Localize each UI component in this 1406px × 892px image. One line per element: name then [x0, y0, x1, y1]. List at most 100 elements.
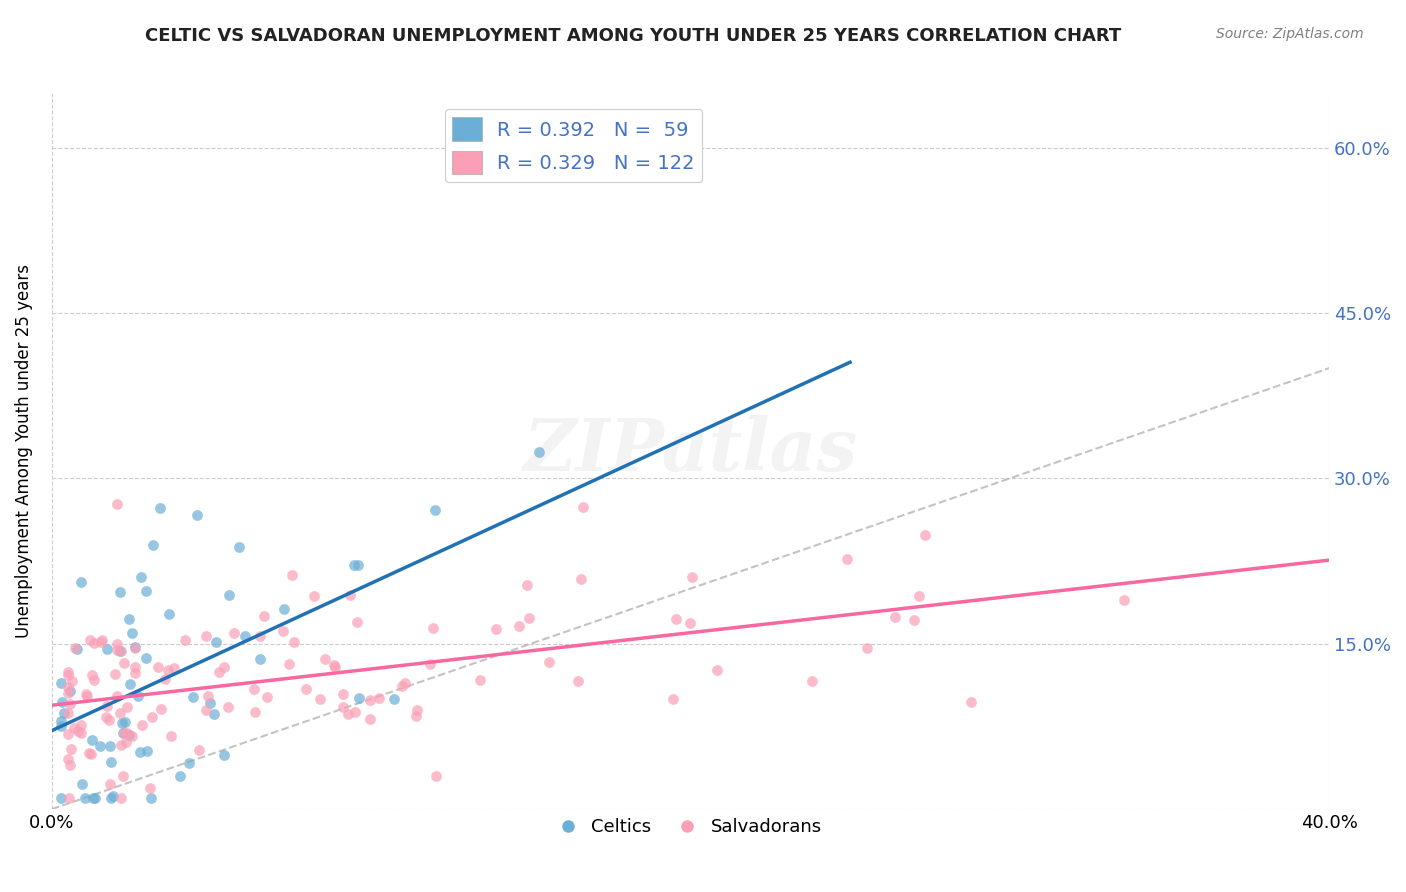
Point — [56, 685, 79, 699]
Point — [56, 665, 79, 680]
Point — [173, 633, 195, 648]
Point — [662, 691, 685, 706]
Point — [120, 676, 142, 690]
Point — [98, 777, 121, 791]
Point — [359, 693, 381, 707]
Point — [516, 577, 538, 591]
Point — [131, 717, 153, 731]
Point — [59, 684, 82, 698]
Point — [156, 664, 179, 678]
Point — [149, 500, 172, 515]
Point — [51, 695, 73, 709]
Text: CELTIC VS SALVADORAN UNEMPLOYMENT AMONG YOUTH UNDER 25 YEARS CORRELATION CHART: CELTIC VS SALVADORAN UNEMPLOYMENT AMONG … — [145, 27, 1121, 45]
Point — [103, 667, 125, 681]
Point — [309, 692, 332, 706]
Point — [66, 642, 89, 657]
Point — [706, 663, 728, 677]
Point — [422, 621, 444, 635]
Point — [139, 791, 162, 805]
Point — [425, 769, 447, 783]
Point — [214, 747, 236, 762]
Point — [162, 661, 184, 675]
Point — [294, 681, 316, 696]
Point — [110, 791, 132, 805]
Point — [367, 691, 389, 706]
Point — [277, 657, 299, 672]
Point — [323, 659, 346, 673]
Point — [233, 629, 256, 643]
Point — [124, 660, 146, 674]
Point — [105, 643, 128, 657]
Point — [187, 742, 209, 756]
Point — [117, 728, 139, 742]
Point — [222, 626, 245, 640]
Point — [135, 744, 157, 758]
Point — [567, 673, 589, 688]
Point — [914, 527, 936, 541]
Point — [283, 635, 305, 649]
Point — [336, 706, 359, 721]
Point — [53, 706, 76, 720]
Point — [112, 656, 135, 670]
Point — [98, 713, 121, 727]
Point — [118, 612, 141, 626]
Point — [84, 791, 107, 805]
Point — [343, 558, 366, 572]
Point — [198, 696, 221, 710]
Point — [115, 735, 138, 749]
Point — [135, 651, 157, 665]
Point — [217, 699, 239, 714]
Point — [249, 629, 271, 643]
Point — [105, 497, 128, 511]
Point — [114, 714, 136, 729]
Point — [405, 709, 427, 723]
Point — [60, 742, 83, 756]
Point — [75, 687, 97, 701]
Text: Source: ZipAtlas.com: Source: ZipAtlas.com — [1216, 27, 1364, 41]
Point — [243, 705, 266, 719]
Point — [72, 777, 94, 791]
Point — [59, 758, 82, 772]
Point — [112, 726, 135, 740]
Point — [856, 640, 879, 655]
Text: ZIPatlas: ZIPatlas — [523, 416, 858, 486]
Point — [339, 588, 361, 602]
Point — [208, 665, 231, 679]
Point — [101, 789, 124, 803]
Point — [527, 445, 550, 459]
Point — [837, 551, 859, 566]
Point — [177, 756, 200, 770]
Point — [96, 698, 118, 713]
Point — [347, 691, 370, 706]
Point — [256, 690, 278, 704]
Point — [382, 691, 405, 706]
Point — [77, 746, 100, 760]
Point — [344, 705, 367, 719]
Point — [79, 632, 101, 647]
Point — [96, 641, 118, 656]
Point — [110, 738, 132, 752]
Point — [75, 791, 97, 805]
Point — [105, 689, 128, 703]
Point — [135, 583, 157, 598]
Point — [100, 791, 122, 805]
Point — [76, 690, 98, 704]
Point — [108, 643, 131, 657]
Point — [485, 622, 508, 636]
Point — [249, 652, 271, 666]
Point — [70, 575, 93, 590]
Point — [149, 702, 172, 716]
Point — [801, 674, 824, 689]
Point — [243, 682, 266, 697]
Point — [58, 791, 80, 805]
Point — [419, 657, 441, 672]
Point — [124, 666, 146, 681]
Point — [60, 673, 83, 688]
Point — [195, 629, 218, 643]
Point — [62, 721, 84, 735]
Point — [186, 508, 208, 522]
Point — [83, 673, 105, 687]
Legend: Celtics, Salvadorans: Celtics, Salvadorans — [551, 811, 830, 843]
Point — [391, 679, 413, 693]
Point — [346, 615, 368, 630]
